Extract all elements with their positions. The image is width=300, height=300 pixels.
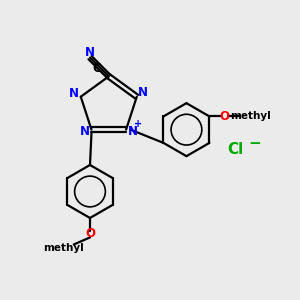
Text: N: N (69, 87, 79, 100)
Text: C: C (92, 62, 101, 75)
Text: methyl: methyl (230, 111, 270, 122)
Text: N: N (128, 124, 138, 138)
Text: Cl: Cl (227, 142, 244, 158)
Text: methyl: methyl (43, 243, 84, 253)
Text: O: O (85, 227, 95, 240)
Text: N: N (80, 124, 90, 138)
Text: −: − (248, 136, 261, 151)
Text: N: N (85, 46, 95, 59)
Text: N: N (138, 86, 148, 99)
Text: O: O (219, 110, 229, 123)
Text: +: + (134, 119, 142, 129)
